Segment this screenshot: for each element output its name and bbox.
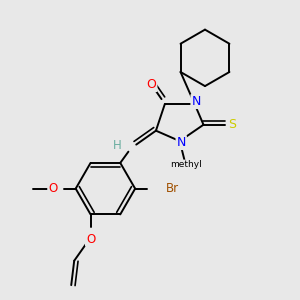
Text: Br: Br — [166, 182, 179, 195]
Text: O: O — [48, 182, 57, 195]
Text: S: S — [228, 118, 236, 131]
Text: N: N — [176, 136, 186, 149]
Text: O: O — [86, 232, 95, 245]
Text: O: O — [146, 78, 156, 91]
Text: N: N — [191, 95, 201, 108]
Text: H: H — [113, 139, 122, 152]
Text: methyl: methyl — [170, 160, 202, 169]
